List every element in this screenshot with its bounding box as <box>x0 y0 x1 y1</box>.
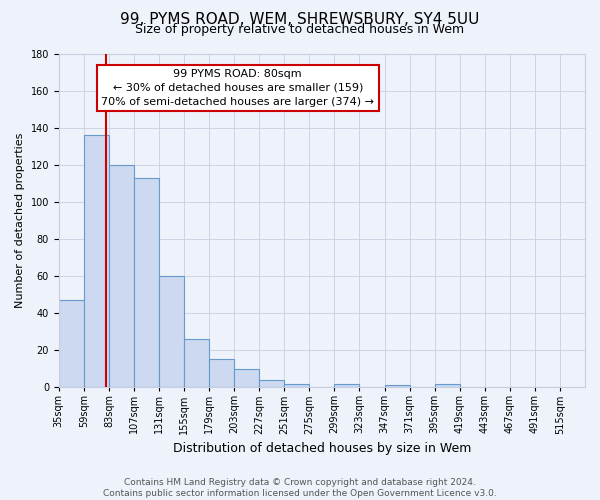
Bar <box>434 384 460 387</box>
Bar <box>159 276 184 387</box>
Bar <box>59 300 84 387</box>
Text: Contains HM Land Registry data © Crown copyright and database right 2024.
Contai: Contains HM Land Registry data © Crown c… <box>103 478 497 498</box>
Bar <box>334 384 359 387</box>
Bar <box>385 386 410 387</box>
Text: 99, PYMS ROAD, WEM, SHREWSBURY, SY4 5UU: 99, PYMS ROAD, WEM, SHREWSBURY, SY4 5UU <box>121 12 479 28</box>
Bar <box>134 178 159 387</box>
Bar <box>109 165 134 387</box>
Bar <box>209 360 234 387</box>
Bar <box>84 136 109 387</box>
Bar <box>184 339 209 387</box>
Bar <box>234 368 259 387</box>
Text: Size of property relative to detached houses in Wem: Size of property relative to detached ho… <box>136 22 464 36</box>
X-axis label: Distribution of detached houses by size in Wem: Distribution of detached houses by size … <box>173 442 471 455</box>
Bar <box>259 380 284 387</box>
Y-axis label: Number of detached properties: Number of detached properties <box>15 133 25 308</box>
Bar <box>284 384 310 387</box>
Text: 99 PYMS ROAD: 80sqm
← 30% of detached houses are smaller (159)
70% of semi-detac: 99 PYMS ROAD: 80sqm ← 30% of detached ho… <box>101 69 374 107</box>
